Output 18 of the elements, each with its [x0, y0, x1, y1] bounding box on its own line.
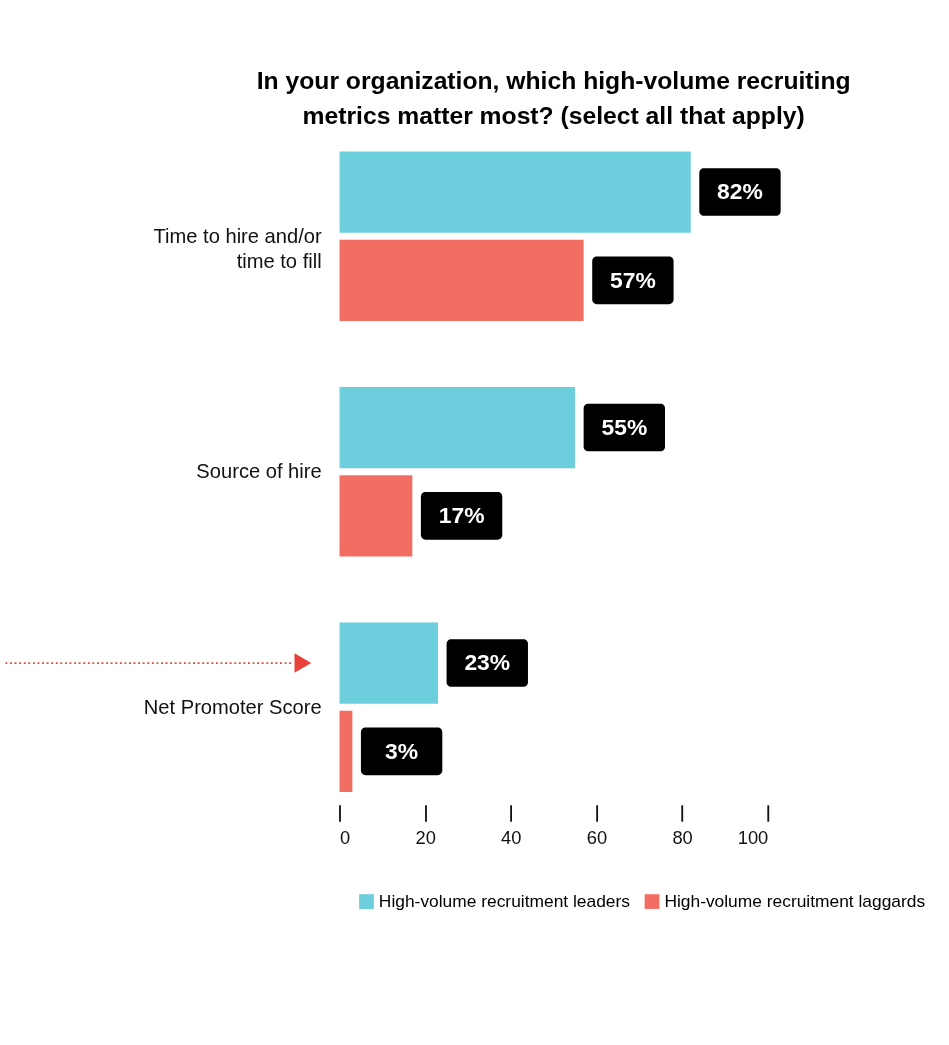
data-label: 17% — [438, 502, 485, 529]
data-label: 55% — [601, 413, 648, 440]
x-tick-label: 100 — [737, 826, 769, 848]
y-tick-label: Source of hire — [196, 460, 322, 483]
legend-label: High-volume recruitment leaders — [378, 891, 631, 912]
x-tick-label: 80 — [672, 826, 693, 848]
chart-title: In your organization, which high-volume recruiting metrics matter most? (select all that apply) — [256, 67, 851, 129]
y-tick-label: Net Promoter Score — [143, 695, 322, 718]
y-tick-label: Time to hire and/or time to fill — [153, 224, 322, 273]
x-tick-label: 60 — [586, 826, 608, 848]
x-tick-label: 20 — [415, 826, 436, 848]
data-label: 82% — [717, 178, 763, 205]
data-label: 3% — [385, 737, 419, 764]
data-label: 23% — [464, 649, 511, 676]
x-tick-label: 40 — [501, 826, 522, 848]
data-label: 57% — [610, 266, 656, 293]
x-tick-label: 0 — [339, 826, 351, 848]
legend-label: High-volume recruitment laggards — [664, 891, 926, 912]
